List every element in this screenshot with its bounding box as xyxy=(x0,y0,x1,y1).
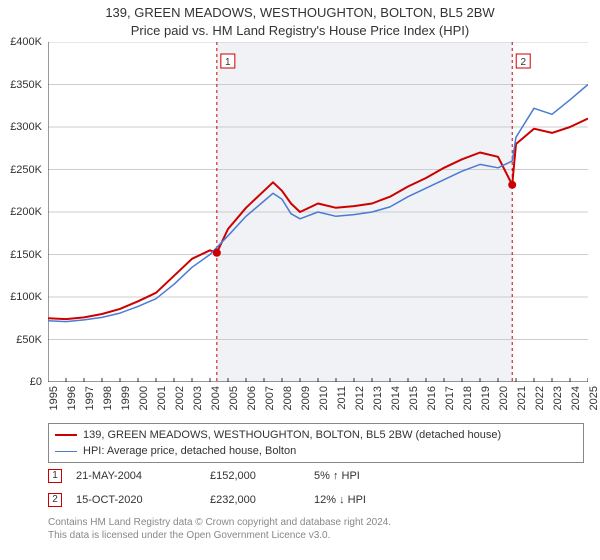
footer-line-2: This data is licensed under the Open Gov… xyxy=(48,529,584,542)
legend-swatch xyxy=(55,434,77,436)
x-tick-label: 1998 xyxy=(102,386,114,410)
x-tick-label: 2021 xyxy=(516,386,528,410)
transaction-price: £152,000 xyxy=(210,470,300,482)
transaction-hpi-diff: 12% ↓ HPI xyxy=(314,494,454,506)
y-tick-label: £0 xyxy=(30,376,42,388)
x-tick-label: 2013 xyxy=(372,386,384,410)
y-tick-label: £200K xyxy=(10,206,42,218)
x-tick-label: 2007 xyxy=(264,386,276,410)
y-tick-label: £250K xyxy=(10,164,42,176)
x-tick-label: 2023 xyxy=(552,386,564,410)
title-line-2: Price paid vs. HM Land Registry's House … xyxy=(0,22,600,40)
legend-label: HPI: Average price, detached house, Bolt… xyxy=(83,445,296,457)
x-tick-label: 2010 xyxy=(318,386,330,410)
y-tick-label: £300K xyxy=(10,121,42,133)
y-tick-label: £400K xyxy=(10,36,42,48)
transaction-date: 15-OCT-2020 xyxy=(76,494,196,506)
x-tick-label: 2024 xyxy=(570,386,582,410)
x-tick-label: 2001 xyxy=(156,386,168,410)
x-tick-label: 2020 xyxy=(498,386,510,410)
title-block: 139, GREEN MEADOWS, WESTHOUGHTON, BOLTON… xyxy=(0,0,600,40)
x-tick-label: 2016 xyxy=(426,386,438,410)
x-tick-label: 2002 xyxy=(174,386,186,410)
transaction-date: 21-MAY-2004 xyxy=(76,470,196,482)
x-tick-label: 2012 xyxy=(354,386,366,410)
chart-plot-area: 12 xyxy=(48,42,588,382)
svg-text:1: 1 xyxy=(225,57,231,68)
legend-item: 139, GREEN MEADOWS, WESTHOUGHTON, BOLTON… xyxy=(55,427,577,443)
legend-item: HPI: Average price, detached house, Bolt… xyxy=(55,443,577,459)
x-tick-label: 2006 xyxy=(246,386,258,410)
x-tick-label: 2022 xyxy=(534,386,546,410)
transaction-row: 2 15-OCT-2020 £232,000 12% ↓ HPI xyxy=(48,488,584,512)
x-tick-label: 2014 xyxy=(390,386,402,410)
x-tick-label: 2025 xyxy=(588,386,600,410)
y-tick-label: £100K xyxy=(10,291,42,303)
x-tick-label: 1999 xyxy=(120,386,132,410)
y-axis-labels: £0£50K£100K£150K£200K£250K£300K£350K£400… xyxy=(0,42,44,382)
footer-line-1: Contains HM Land Registry data © Crown c… xyxy=(48,516,584,529)
svg-text:2: 2 xyxy=(520,57,526,68)
transaction-hpi-diff: 5% ↑ HPI xyxy=(314,470,454,482)
y-tick-label: £50K xyxy=(16,334,42,346)
y-tick-label: £350K xyxy=(10,79,42,91)
transaction-marker: 1 xyxy=(48,469,62,483)
x-tick-label: 2000 xyxy=(138,386,150,410)
transaction-row: 1 21-MAY-2004 £152,000 5% ↑ HPI xyxy=(48,464,584,488)
transaction-marker: 2 xyxy=(48,493,62,507)
x-tick-label: 2005 xyxy=(228,386,240,410)
x-tick-label: 2015 xyxy=(408,386,420,410)
legend-label: 139, GREEN MEADOWS, WESTHOUGHTON, BOLTON… xyxy=(83,429,501,441)
x-tick-label: 2009 xyxy=(300,386,312,410)
title-line-1: 139, GREEN MEADOWS, WESTHOUGHTON, BOLTON… xyxy=(0,4,600,22)
x-tick-label: 2003 xyxy=(192,386,204,410)
x-tick-label: 1996 xyxy=(66,386,78,410)
legend-swatch xyxy=(55,451,77,452)
footer-attribution: Contains HM Land Registry data © Crown c… xyxy=(48,516,584,542)
x-tick-label: 1997 xyxy=(84,386,96,410)
x-tick-label: 2008 xyxy=(282,386,294,410)
x-tick-label: 2011 xyxy=(336,386,348,410)
transactions-table: 1 21-MAY-2004 £152,000 5% ↑ HPI 2 15-OCT-2020… xyxy=(48,464,584,512)
x-tick-label: 2019 xyxy=(480,386,492,410)
transaction-price: £232,000 xyxy=(210,494,300,506)
x-tick-label: 2018 xyxy=(462,386,474,410)
x-tick-label: 2017 xyxy=(444,386,456,410)
y-tick-label: £150K xyxy=(10,249,42,261)
chart-container: 139, GREEN MEADOWS, WESTHOUGHTON, BOLTON… xyxy=(0,0,600,560)
x-axis-labels: 1995 1996 1997 1998 1999 2000 2001 2002 2003 2004… xyxy=(48,382,588,422)
chart-svg: 12 xyxy=(48,42,588,382)
legend-box: 139, GREEN MEADOWS, WESTHOUGHTON, BOLTON… xyxy=(48,423,584,463)
x-tick-label: 1995 xyxy=(48,386,60,410)
x-tick-label: 2004 xyxy=(210,386,222,410)
